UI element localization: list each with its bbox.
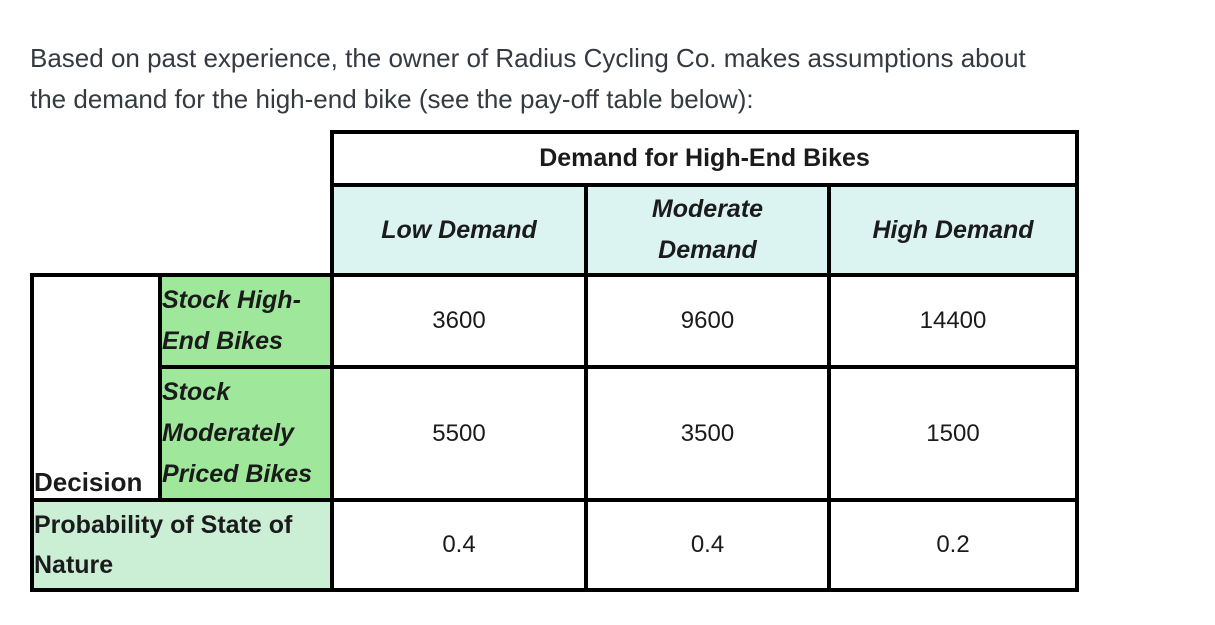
table-row: Stock Moderately Priced Bikes 5500 3500 … [32,365,1079,502]
probability-label-cell: Probability of State of Nature [30,498,334,592]
payoff-value: 14400 [827,273,1079,369]
column-header-low-demand: Low Demand [330,183,588,277]
question-text: Based on past experience, the owner of R… [30,43,1026,114]
payoff-value: 1500 [827,365,1079,502]
probability-value: 0.2 [827,498,1079,592]
payoff-table: Demand for High-End Bikes Low Demand Mod… [30,130,1079,592]
column-header-row: Low Demand Moderate Demand High Demand [32,183,1079,277]
payoff-value: 3500 [584,365,831,502]
column-header-moderate-demand: Moderate Demand [584,183,831,277]
payoff-value: 9600 [584,273,831,369]
column-header-high-demand: High Demand [827,183,1079,277]
payoff-value: 3600 [330,273,588,369]
probability-row: Probability of State of Nature 0.4 0.4 0… [30,498,1079,592]
probability-value: 0.4 [584,498,831,592]
row-header-stock-moderately-priced-bikes: Stock Moderately Priced Bikes [158,365,334,502]
row-header-stock-high-end-bikes: Stock High- End Bikes [158,273,334,369]
table-title-row: Demand for High-End Bikes [32,130,1079,187]
probability-value: 0.4 [330,498,588,592]
empty-cell [32,185,332,275]
decision-label-cell: Decision [30,273,162,502]
table-title-cell: Demand for High-End Bikes [330,130,1079,187]
table-row: Decision Stock High- End Bikes 3600 9600… [30,273,1079,502]
empty-cell [32,132,332,185]
payoff-value: 5500 [330,365,588,502]
